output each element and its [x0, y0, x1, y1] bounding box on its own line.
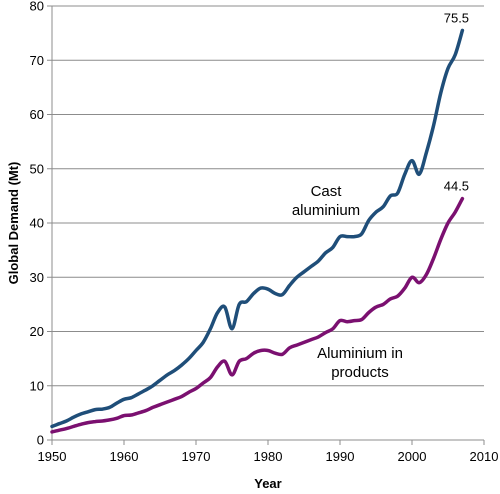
series-annotations: Cast aluminium 75.5 Aluminium in products 44.…: [292, 10, 469, 381]
annotation-line: Cast: [311, 183, 343, 200]
x-axis-title: Year: [254, 476, 281, 491]
y-tick-label: 0: [37, 433, 44, 448]
series-line-0: [50, 28, 465, 429]
y-tick-label: 60: [30, 107, 44, 122]
y-tick-label: 50: [30, 161, 44, 176]
y-tick-label: 20: [30, 324, 44, 339]
series-annotation: Aluminium in products: [317, 345, 403, 381]
x-tick-label: 1970: [182, 449, 211, 464]
x-tick-label: 1990: [326, 449, 355, 464]
y-tick-label: 80: [30, 0, 44, 14]
annotation-line: aluminium: [292, 202, 360, 219]
series-line-1: [50, 196, 465, 434]
y-tick-label: 40: [30, 216, 44, 231]
y-tick-label: 10: [30, 378, 44, 393]
axes: [47, 5, 485, 445]
x-tick-labels: 1950 1960 1970 1980 1990 2000 2010: [38, 449, 499, 464]
x-tick-label: 1980: [254, 449, 283, 464]
series-annotation: Cast aluminium: [292, 183, 360, 219]
gridlines: [52, 5, 484, 387]
y-tick-label: 70: [30, 53, 44, 68]
annotation-line: Aluminium in: [317, 345, 403, 362]
x-tick-label: 1950: [38, 449, 67, 464]
y-axis-title: Global Demand (Mt): [6, 162, 21, 285]
end-value-label: 75.5: [444, 10, 469, 25]
y-tick-labels: 0 10 20 30 40 50 60 70 80: [30, 0, 44, 448]
annotation-line: products: [331, 364, 389, 381]
end-value-label: 44.5: [444, 179, 469, 194]
x-tick-label: 2010: [470, 449, 499, 464]
x-tick-label: 2000: [398, 449, 427, 464]
x-tick-label: 1960: [110, 449, 139, 464]
y-tick-label: 30: [30, 270, 44, 285]
series-lines: [50, 28, 465, 434]
